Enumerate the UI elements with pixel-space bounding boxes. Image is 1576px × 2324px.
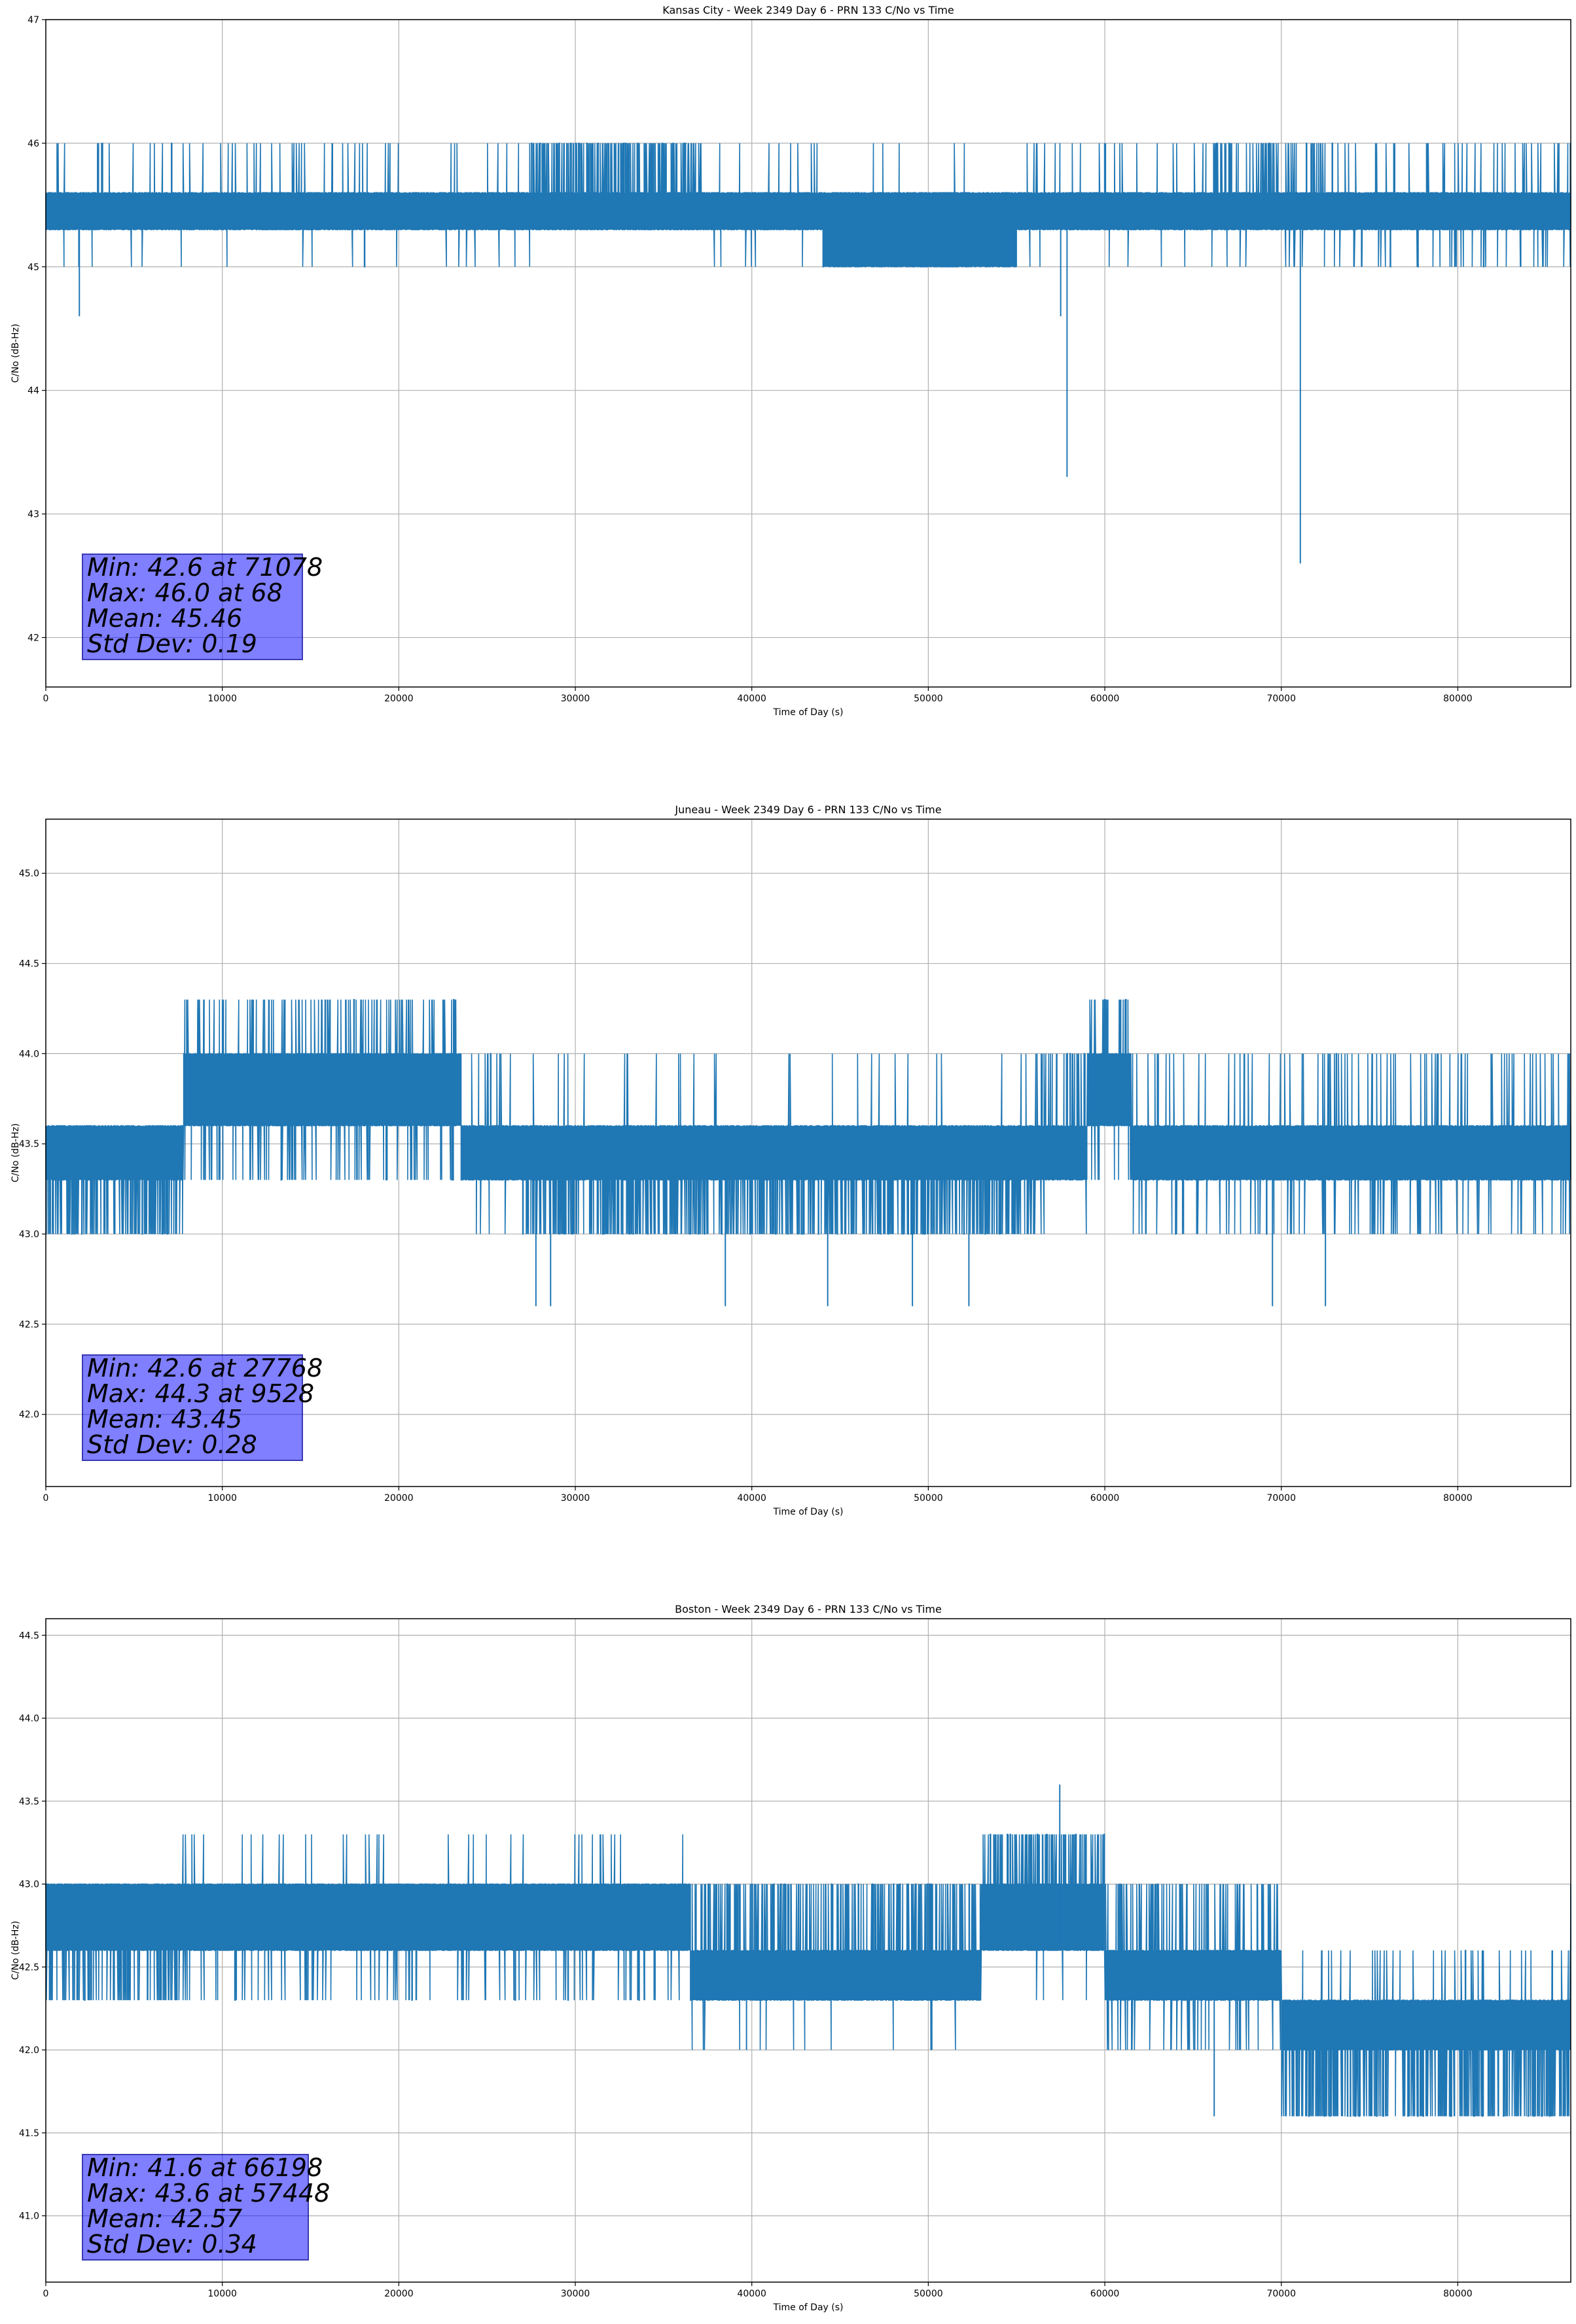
stat-std: Std Dev: 0.19 xyxy=(87,629,257,658)
y-tick-label: 44.5 xyxy=(19,1630,39,1641)
chart-panel-juneau: Juneau - Week 2349 Day 6 - PRN 133 C/No … xyxy=(0,800,1576,1526)
series-line xyxy=(45,143,1571,268)
y-tick-label: 42.0 xyxy=(19,1410,39,1420)
x-tick-label: 80000 xyxy=(1443,694,1473,704)
y-tick-label: 44.5 xyxy=(19,959,39,970)
x-tick-label: 20000 xyxy=(384,1493,414,1504)
x-tick-label: 30000 xyxy=(561,2289,590,2299)
stats-box-juneau: Min: 42.6 at 27768 Max: 44.3 at 9528 Mea… xyxy=(82,1354,323,1461)
stat-mean: Mean: 43.45 xyxy=(87,1405,243,1434)
y-tick-label: 43.5 xyxy=(19,1797,39,1807)
x-axis-label: Time of Day (s) xyxy=(773,707,844,718)
y-tick-label: 43.0 xyxy=(19,1880,39,1890)
chart-kansas-city: Kansas City - Week 2349 Day 6 - PRN 133 … xyxy=(10,4,1571,718)
x-tick-label: 0 xyxy=(43,694,49,704)
x-tick-label: 80000 xyxy=(1443,1493,1473,1504)
stat-min: Min: 42.6 at 71078 xyxy=(87,553,323,582)
y-tick-label: 44 xyxy=(27,386,39,396)
plot-frame xyxy=(45,1618,1571,2283)
plot-frame xyxy=(45,819,1571,1487)
chart-title: Kansas City - Week 2349 Day 6 - PRN 133 … xyxy=(662,4,954,16)
x-tick-label: 70000 xyxy=(1266,1493,1296,1504)
series-line xyxy=(45,998,1571,1235)
y-tick-label: 46 xyxy=(27,139,39,149)
x-tick-label: 10000 xyxy=(207,694,237,704)
y-tick-label: 44.0 xyxy=(19,1714,39,1724)
x-tick-label: 20000 xyxy=(384,2289,414,2299)
x-tick-label: 50000 xyxy=(914,694,943,704)
x-tick-label: 0 xyxy=(43,1493,49,1504)
stat-std: Std Dev: 0.34 xyxy=(87,2230,257,2259)
x-tick-label: 40000 xyxy=(737,1493,766,1504)
chart-title: Juneau - Week 2349 Day 6 - PRN 133 C/No … xyxy=(674,803,941,816)
x-tick-label: 30000 xyxy=(561,1493,590,1504)
x-tick-label: 40000 xyxy=(737,2289,766,2299)
x-tick-label: 70000 xyxy=(1266,2289,1296,2299)
chart-panel-kansas-city: Kansas City - Week 2349 Day 6 - PRN 133 … xyxy=(0,0,1576,726)
y-tick-label: 41.0 xyxy=(19,2211,39,2222)
chart-title: Boston - Week 2349 Day 6 - PRN 133 C/No … xyxy=(675,1603,942,1615)
y-axis-label: C/No (dB-Hz) xyxy=(10,1123,21,1182)
x-tick-label: 50000 xyxy=(914,1493,943,1504)
stat-min: Min: 42.6 at 27768 xyxy=(87,1354,323,1382)
y-tick-label: 42.5 xyxy=(19,1962,39,1973)
y-axis-label: C/No (dB-Hz) xyxy=(10,1921,21,1980)
x-tick-label: 10000 xyxy=(207,2289,237,2299)
y-tick-label: 42 xyxy=(27,633,39,643)
series-line xyxy=(45,1833,1571,2117)
x-tick-label: 60000 xyxy=(1090,1493,1120,1504)
plot-frame xyxy=(45,19,1571,688)
x-tick-label: 20000 xyxy=(384,694,414,704)
x-tick-label: 70000 xyxy=(1266,694,1296,704)
x-tick-label: 0 xyxy=(43,2289,49,2299)
stat-max: Max: 43.6 at 57448 xyxy=(87,2179,331,2208)
stat-mean: Mean: 45.46 xyxy=(87,604,243,633)
stat-min: Min: 41.6 at 66198 xyxy=(87,2153,323,2182)
y-tick-label: 47 xyxy=(27,15,39,26)
stat-max: Max: 44.3 at 9528 xyxy=(87,1379,315,1408)
y-tick-label: 42.5 xyxy=(19,1320,39,1330)
y-tick-label: 43 xyxy=(27,510,39,520)
y-tick-label: 43.5 xyxy=(19,1139,39,1150)
x-tick-label: 60000 xyxy=(1090,694,1120,704)
y-tick-label: 45 xyxy=(27,262,39,273)
chart-panel-boston: Boston - Week 2349 Day 6 - PRN 133 C/No … xyxy=(0,1599,1576,2321)
y-axis-label: C/No (dB-Hz) xyxy=(10,324,21,383)
stat-std: Std Dev: 0.28 xyxy=(87,1430,257,1459)
x-tick-label: 10000 xyxy=(207,1493,237,1504)
x-tick-label: 30000 xyxy=(561,694,590,704)
x-axis-label: Time of Day (s) xyxy=(773,1507,844,1517)
stats-box-boston: Min: 41.6 at 66198 Max: 43.6 at 57448 Me… xyxy=(82,2153,331,2261)
x-tick-label: 60000 xyxy=(1090,2289,1120,2299)
x-tick-label: 50000 xyxy=(914,2289,943,2299)
stat-max: Max: 46.0 at 68 xyxy=(87,578,283,607)
stats-box-kansas-city: Min: 42.6 at 71078 Max: 46.0 at 68 Mean:… xyxy=(82,553,323,660)
stat-mean: Mean: 42.57 xyxy=(87,2204,243,2233)
x-tick-label: 40000 xyxy=(737,694,766,704)
y-tick-label: 41.5 xyxy=(19,2128,39,2139)
y-tick-label: 42.0 xyxy=(19,2045,39,2056)
x-tick-label: 80000 xyxy=(1443,2289,1473,2299)
y-tick-label: 43.0 xyxy=(19,1229,39,1240)
x-axis-label: Time of Day (s) xyxy=(773,2302,844,2313)
chart-juneau: Juneau - Week 2349 Day 6 - PRN 133 C/No … xyxy=(10,803,1571,1517)
y-tick-label: 44.0 xyxy=(19,1049,39,1059)
y-tick-label: 45.0 xyxy=(19,869,39,879)
